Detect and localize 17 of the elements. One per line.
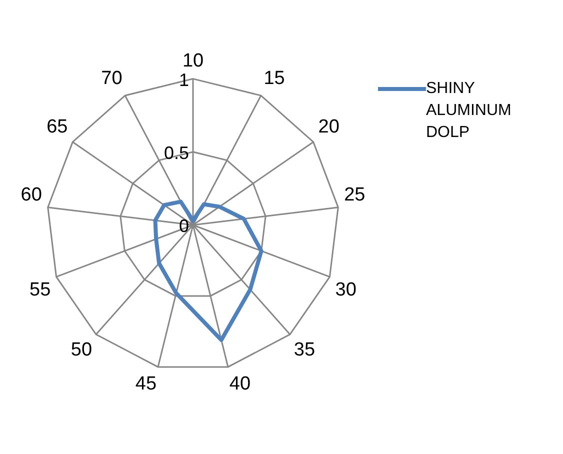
y-tick-label: 0.5 <box>164 142 189 163</box>
spoke-label: 20 <box>318 116 340 138</box>
spoke-label: 15 <box>264 68 285 90</box>
spoke-label: 65 <box>46 116 68 138</box>
spoke-label: 50 <box>70 340 92 361</box>
spoke-label: 25 <box>344 184 366 206</box>
spoke-label: 30 <box>335 280 356 301</box>
spoke-label: 55 <box>30 280 51 301</box>
legend-label: SHINY ALUMINUM DOLP <box>426 79 512 143</box>
y-tick-label: 1 <box>178 70 189 90</box>
spoke-label: 40 <box>229 373 251 394</box>
spoke-label: 35 <box>294 340 316 361</box>
spoke-label: 70 <box>101 68 122 90</box>
spoke-label: 10 <box>182 50 204 72</box>
spoke-label: 45 <box>135 373 157 394</box>
spoke-label: 60 <box>20 184 42 206</box>
y-tick-label: 0 <box>178 216 189 236</box>
